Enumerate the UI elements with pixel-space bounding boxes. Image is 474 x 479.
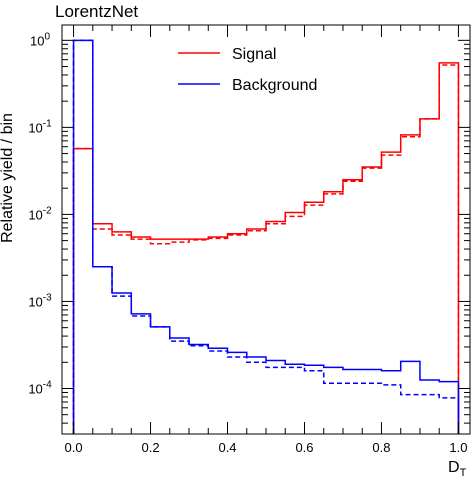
y-tick-base: 10 <box>28 294 42 309</box>
y-tick-exponent: -4 <box>43 379 52 390</box>
x-tick-label-3: 0.6 <box>295 440 313 455</box>
y-tick-exponent: -1 <box>43 118 52 129</box>
legend-signal-label: Signal <box>232 46 276 63</box>
y-tick-label-2: 10-2 <box>28 205 52 222</box>
y-tick-label-1: 10-1 <box>28 118 52 135</box>
y-tick-base: 10 <box>28 381 42 396</box>
y-tick-exponent: -2 <box>43 205 52 216</box>
y-tick-label-3: 10-3 <box>28 292 52 309</box>
y-tick-label-4: 10-4 <box>28 379 52 396</box>
y-tick-base: 10 <box>28 207 42 222</box>
legend: Signal Background <box>178 46 317 94</box>
y-tick-base: 10 <box>28 120 42 135</box>
x-axis-label-main: D <box>448 459 460 476</box>
series-1-line <box>72 64 460 434</box>
x-tick-label-1: 0.2 <box>141 440 159 455</box>
x-tick-label-0: 0.0 <box>65 440 83 455</box>
series-0-line <box>72 62 460 434</box>
x-axis-label-sub: T <box>460 467 467 479</box>
x-tick-label-2: 0.4 <box>218 440 236 455</box>
y-tick-label-0: 100 <box>30 31 50 48</box>
y-axis-label: Relative yield / bin <box>0 113 16 243</box>
y-tick-exponent: 0 <box>44 31 50 42</box>
series-0-solid <box>72 62 460 434</box>
legend-background-label: Background <box>232 77 317 94</box>
series-2-solid <box>72 39 460 434</box>
chart-title: LorentzNet <box>55 2 138 21</box>
y-tick-base: 10 <box>30 33 44 48</box>
x-tick-label-5: 1.0 <box>449 440 467 455</box>
x-tick-label-4: 0.8 <box>372 440 390 455</box>
series-1-dashed <box>72 64 460 434</box>
series-layer <box>72 39 460 434</box>
y-tick-exponent: -3 <box>43 292 52 303</box>
x-axis-label: DT <box>448 459 467 479</box>
series-2-line <box>72 39 460 434</box>
